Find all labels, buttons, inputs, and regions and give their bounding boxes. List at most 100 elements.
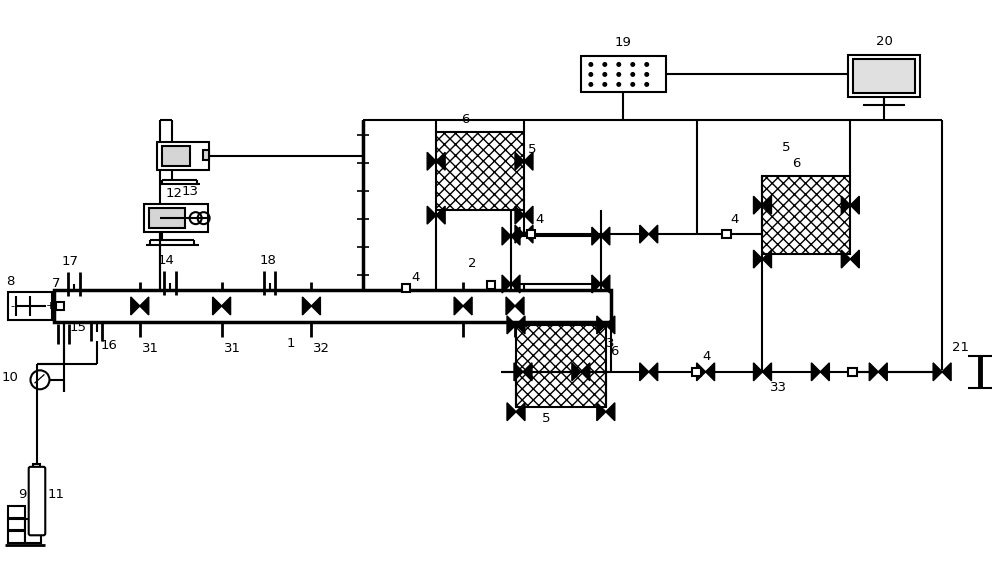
Polygon shape <box>502 275 511 293</box>
Circle shape <box>602 62 607 67</box>
Text: 31: 31 <box>224 342 241 355</box>
Polygon shape <box>640 363 649 381</box>
Bar <box>33 464 40 468</box>
Polygon shape <box>597 403 606 421</box>
Circle shape <box>588 62 593 67</box>
Polygon shape <box>606 403 615 421</box>
Text: +: + <box>46 301 55 311</box>
Circle shape <box>644 82 649 87</box>
Polygon shape <box>140 297 149 315</box>
Polygon shape <box>933 363 942 381</box>
Bar <box>402 284 410 292</box>
Circle shape <box>644 62 649 67</box>
Circle shape <box>630 82 635 87</box>
Polygon shape <box>523 363 532 381</box>
Bar <box>581 57 666 93</box>
Text: 5: 5 <box>782 141 791 154</box>
Bar <box>692 368 701 376</box>
Polygon shape <box>581 363 590 381</box>
Bar <box>848 368 857 376</box>
Bar <box>8 519 25 530</box>
Text: 18: 18 <box>260 254 276 267</box>
Text: 4: 4 <box>703 350 711 363</box>
Polygon shape <box>878 363 887 381</box>
Polygon shape <box>427 152 436 170</box>
Polygon shape <box>762 363 771 381</box>
Text: 1: 1 <box>286 337 295 350</box>
Polygon shape <box>754 363 762 381</box>
Polygon shape <box>454 297 463 315</box>
Circle shape <box>588 82 593 87</box>
Text: 4: 4 <box>411 271 420 284</box>
Polygon shape <box>515 225 524 243</box>
Text: 32: 32 <box>313 342 330 355</box>
Bar <box>56 301 64 310</box>
Polygon shape <box>213 297 222 315</box>
Bar <box>25 519 41 543</box>
Bar <box>8 506 25 518</box>
Bar <box>144 204 208 232</box>
Bar <box>8 292 52 320</box>
Polygon shape <box>850 250 859 268</box>
Polygon shape <box>302 297 311 315</box>
Text: 15: 15 <box>70 321 87 334</box>
Circle shape <box>616 62 621 67</box>
Circle shape <box>616 72 621 77</box>
Circle shape <box>630 72 635 77</box>
Text: 6: 6 <box>610 345 618 358</box>
Polygon shape <box>515 152 524 170</box>
Polygon shape <box>131 297 140 315</box>
Text: 11: 11 <box>47 488 64 501</box>
Text: 33: 33 <box>770 381 787 394</box>
Polygon shape <box>754 250 762 268</box>
Polygon shape <box>597 316 606 334</box>
Polygon shape <box>640 225 649 243</box>
Polygon shape <box>706 363 715 381</box>
Text: 21: 21 <box>952 341 969 354</box>
FancyBboxPatch shape <box>29 467 45 535</box>
Polygon shape <box>511 227 520 245</box>
Polygon shape <box>507 403 516 421</box>
Circle shape <box>588 72 593 77</box>
Polygon shape <box>811 363 820 381</box>
Text: 6: 6 <box>461 113 469 126</box>
Polygon shape <box>524 206 533 224</box>
Bar <box>722 230 731 239</box>
Polygon shape <box>869 363 878 381</box>
Text: 2: 2 <box>468 257 477 270</box>
Text: 6: 6 <box>792 157 801 170</box>
Bar <box>853 59 915 93</box>
Polygon shape <box>502 227 511 245</box>
Polygon shape <box>649 225 658 243</box>
Bar <box>487 281 495 289</box>
Circle shape <box>630 62 635 67</box>
Bar <box>516 325 606 407</box>
Polygon shape <box>601 275 610 293</box>
Polygon shape <box>514 363 523 381</box>
Text: 13: 13 <box>182 185 199 198</box>
Polygon shape <box>841 196 850 214</box>
Text: 14: 14 <box>158 254 175 267</box>
Circle shape <box>602 72 607 77</box>
Bar <box>157 142 209 170</box>
Polygon shape <box>516 316 525 334</box>
Text: 9: 9 <box>18 487 26 500</box>
Polygon shape <box>762 196 771 214</box>
Circle shape <box>616 82 621 87</box>
Polygon shape <box>463 297 472 315</box>
Polygon shape <box>592 275 601 293</box>
Bar <box>848 55 920 97</box>
Circle shape <box>644 72 649 77</box>
Polygon shape <box>942 363 951 381</box>
Bar <box>511 236 601 284</box>
Polygon shape <box>524 225 533 243</box>
Text: 8: 8 <box>6 275 14 288</box>
Text: 10: 10 <box>1 371 18 384</box>
Text: 20: 20 <box>876 35 893 49</box>
Polygon shape <box>762 250 771 268</box>
Polygon shape <box>436 206 445 224</box>
Text: 12: 12 <box>166 187 183 200</box>
Text: 5: 5 <box>542 412 550 425</box>
Polygon shape <box>516 403 525 421</box>
Polygon shape <box>820 363 829 381</box>
